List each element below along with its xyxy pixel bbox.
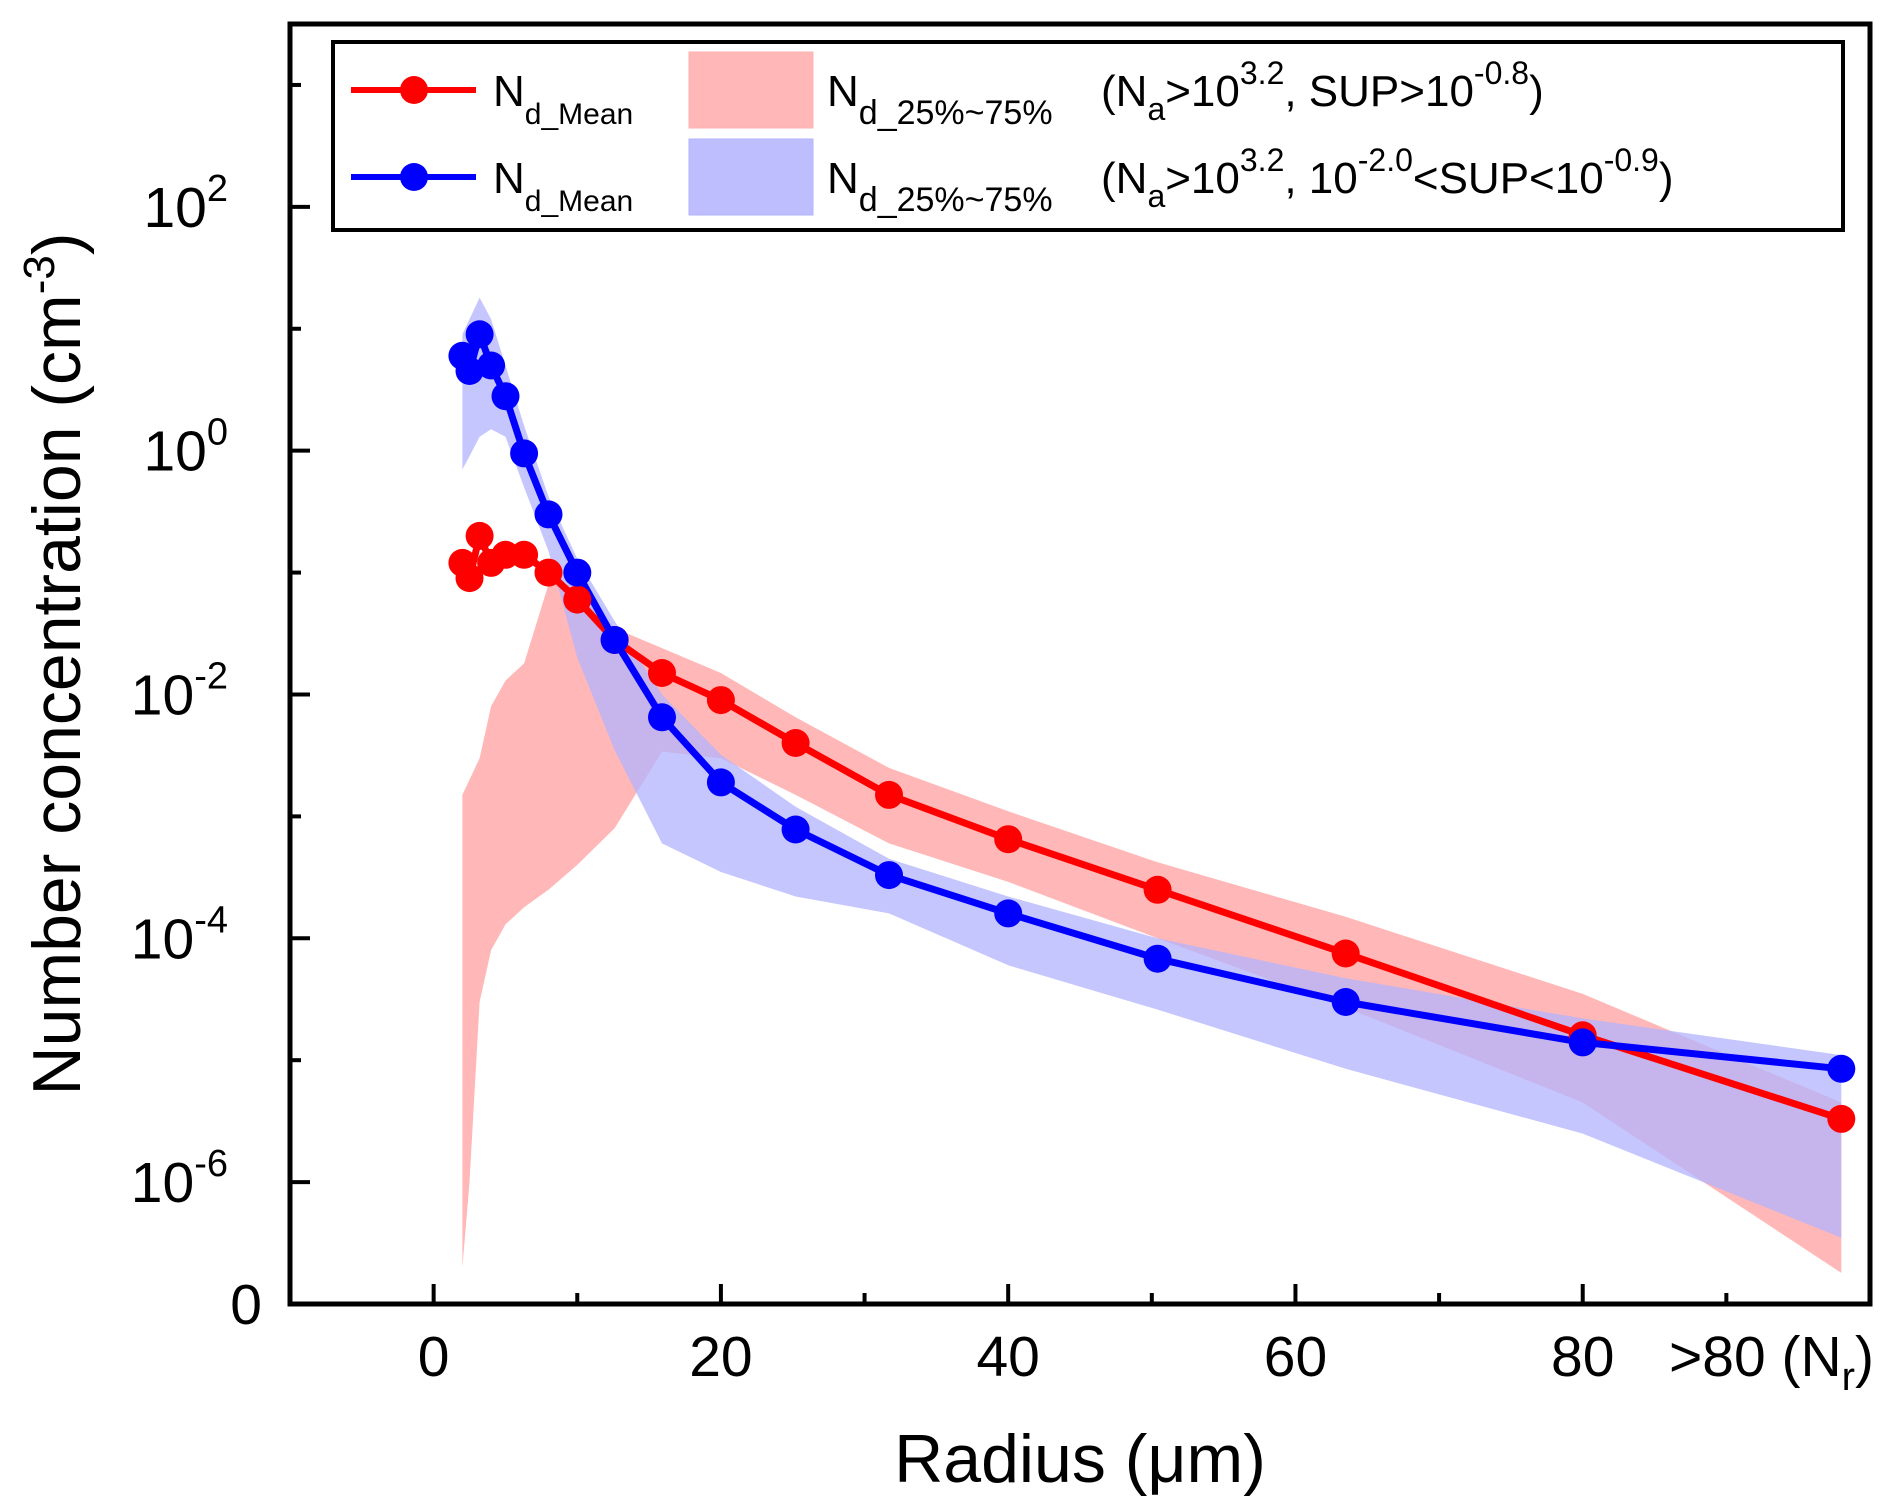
x-tick-label-overflow: >80 (Nr) <box>1669 1325 1874 1399</box>
legend-box <box>331 40 1845 232</box>
marker-series-2-point-5 <box>491 382 520 411</box>
x-tick-label: 0 <box>418 1325 450 1389</box>
marker-series-2-point-17 <box>1568 1028 1597 1057</box>
marker-series-1-point-13 <box>875 780 903 809</box>
x-tick-label: 20 <box>689 1325 752 1389</box>
band-series-2 <box>462 297 1842 1238</box>
marker-series-2-point-2 <box>455 357 484 385</box>
legend-mean-label: Nd_Mean <box>493 154 633 218</box>
x-tick-label: 80 <box>1551 1325 1614 1389</box>
legend-marker-sample <box>400 76 428 104</box>
y-tick-label: 100 <box>143 412 228 484</box>
y-tick-label: 10-6 <box>131 1143 228 1215</box>
marker-series-2-point-4 <box>477 351 506 380</box>
legend-band-label: Nd_25%~75% <box>827 67 1053 132</box>
y-tick-label-zero: 0 <box>230 1273 262 1337</box>
marker-series-2-point-6 <box>510 439 539 468</box>
marker-series-1-point-16 <box>1331 939 1360 968</box>
marker-series-2-point-18 <box>1827 1054 1856 1083</box>
marker-series-2-point-8 <box>563 558 592 587</box>
marker-series-1-point-10 <box>648 659 676 687</box>
x-axis-ticks: 0 20 40 60 80 >80 (Nr) <box>288 1284 1874 1399</box>
y-axis-ticks: 102 100 10-2 10-4 10-60 <box>131 82 310 1337</box>
marker-series-2-point-15 <box>1143 944 1172 973</box>
marker-series-2-point-9 <box>600 626 629 654</box>
y-axis-title-superscript: -3 <box>15 255 64 294</box>
legend-marker-sample <box>400 163 428 191</box>
y-axis-title-main: Number concentration (cm <box>19 294 95 1095</box>
marker-series-2-point-14 <box>994 899 1023 928</box>
marker-series-2-point-13 <box>875 861 903 890</box>
legend-condition-label: (Na>103.2, SUP>10-0.8) <box>1101 55 1544 127</box>
marker-series-2-point-3 <box>465 320 494 349</box>
series-markers <box>448 320 1856 1133</box>
legend-band-label: Nd_25%~75% <box>827 154 1053 219</box>
x-tick-label: 60 <box>1264 1325 1327 1389</box>
confidence-bands <box>462 297 1842 1273</box>
marker-series-1-point-12 <box>781 729 810 757</box>
marker-series-1-point-8 <box>563 585 592 614</box>
marker-series-1-point-2 <box>455 564 484 593</box>
band-series-1 <box>462 584 1842 1273</box>
marker-series-1-point-3 <box>465 521 494 550</box>
y-axis-title: Number concentration (cm-3) <box>15 233 95 1096</box>
y-tick-label: 10-2 <box>131 655 228 727</box>
legend-condition-label: (Na>103.2, 10-2.0<SUP<10-0.9) <box>1101 142 1674 214</box>
x-tick-label: 40 <box>976 1325 1039 1389</box>
marker-series-1-point-14 <box>994 825 1023 854</box>
plot-frame <box>287 21 1873 1307</box>
y-axis-title-close: ) <box>19 233 95 256</box>
marker-series-1-point-15 <box>1143 875 1172 904</box>
x-axis-title: Radius (μm) <box>894 1421 1266 1497</box>
marker-series-1-point-6 <box>510 540 539 569</box>
y-tick-label: 102 <box>143 168 228 240</box>
marker-series-1-point-11 <box>706 686 735 715</box>
legend-band-sample <box>688 51 814 129</box>
marker-series-2-point-11 <box>706 768 735 797</box>
marker-series-1-point-7 <box>534 558 563 587</box>
marker-series-1-point-18 <box>1827 1104 1856 1133</box>
marker-series-2-point-16 <box>1331 988 1360 1016</box>
legend: Nd_Mean Nd_25%~75% (Na>103.2, SUP>10-0.8) N… <box>331 40 1845 232</box>
y-tick-label: 10-4 <box>131 899 228 971</box>
marker-series-2-point-12 <box>781 815 810 844</box>
marker-series-2-point-10 <box>648 703 676 732</box>
legend-mean-label: Nd_Mean <box>493 67 633 131</box>
legend-band-sample <box>688 138 814 216</box>
marker-series-2-point-7 <box>534 500 563 529</box>
